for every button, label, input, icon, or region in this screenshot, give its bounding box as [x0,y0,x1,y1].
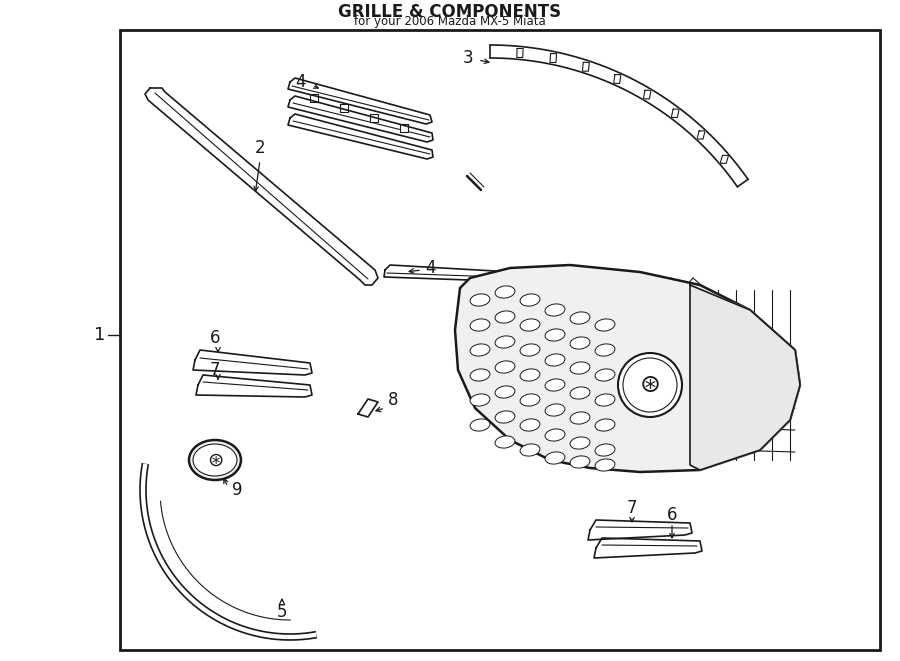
Text: 7: 7 [210,361,220,379]
Polygon shape [400,124,408,132]
Text: 4: 4 [425,259,436,277]
Ellipse shape [495,436,515,448]
Ellipse shape [545,329,565,341]
Polygon shape [582,62,590,71]
Polygon shape [370,114,378,122]
Text: 5: 5 [277,603,287,621]
Ellipse shape [595,419,615,431]
Polygon shape [720,155,728,163]
Polygon shape [196,375,312,397]
Ellipse shape [545,404,565,416]
Polygon shape [358,399,378,417]
Ellipse shape [570,437,590,449]
Text: 2: 2 [255,139,266,157]
Circle shape [623,358,677,412]
Bar [120,30,880,650]
Text: 6: 6 [667,506,677,524]
Ellipse shape [193,444,237,476]
Polygon shape [455,265,800,472]
Polygon shape [644,91,651,99]
Text: 7: 7 [626,499,637,517]
Text: ⊛: ⊛ [640,373,661,397]
Text: 1: 1 [94,326,105,344]
Ellipse shape [595,444,615,456]
Ellipse shape [520,319,540,331]
Polygon shape [594,538,702,558]
Text: 4: 4 [295,73,305,91]
Ellipse shape [570,337,590,349]
Text: 9: 9 [232,481,242,499]
Ellipse shape [520,369,540,381]
Ellipse shape [495,411,515,423]
Ellipse shape [470,419,490,431]
Polygon shape [671,109,680,118]
Ellipse shape [595,459,615,471]
Polygon shape [193,350,312,375]
Ellipse shape [570,312,590,324]
Polygon shape [517,48,523,58]
Ellipse shape [520,394,540,406]
Polygon shape [588,520,692,540]
Ellipse shape [595,344,615,356]
Polygon shape [550,54,556,63]
Polygon shape [288,114,433,159]
Ellipse shape [570,362,590,374]
Ellipse shape [545,304,565,316]
Ellipse shape [570,456,590,468]
Circle shape [618,353,682,417]
Ellipse shape [470,394,490,406]
Polygon shape [490,45,748,187]
Text: for your 2006 Mazda MX-5 Miata: for your 2006 Mazda MX-5 Miata [354,15,546,28]
Ellipse shape [495,311,515,323]
Polygon shape [697,131,705,139]
Ellipse shape [520,344,540,356]
Ellipse shape [189,440,241,480]
Ellipse shape [520,294,540,306]
Ellipse shape [545,354,565,366]
Polygon shape [690,285,800,470]
Polygon shape [310,94,318,102]
Text: 8: 8 [388,391,398,409]
Ellipse shape [470,294,490,306]
Ellipse shape [595,394,615,406]
Polygon shape [288,96,433,142]
Ellipse shape [495,361,515,373]
Ellipse shape [470,369,490,381]
Polygon shape [614,75,621,83]
Polygon shape [145,88,378,285]
Text: ⊛: ⊛ [207,451,223,469]
Text: 6: 6 [210,329,220,347]
Ellipse shape [545,379,565,391]
Polygon shape [288,78,432,124]
Polygon shape [384,265,531,282]
Polygon shape [340,104,348,112]
Ellipse shape [495,286,515,298]
Ellipse shape [495,386,515,398]
Text: GRILLE & COMPONENTS: GRILLE & COMPONENTS [338,3,562,21]
Ellipse shape [595,369,615,381]
Ellipse shape [470,319,490,331]
Ellipse shape [520,419,540,431]
Ellipse shape [495,336,515,348]
Ellipse shape [595,319,615,331]
Ellipse shape [570,387,590,399]
Ellipse shape [570,412,590,424]
Text: 3: 3 [463,49,473,67]
Ellipse shape [545,452,565,464]
Ellipse shape [470,344,490,356]
Ellipse shape [520,444,540,456]
Polygon shape [140,464,316,640]
Ellipse shape [545,429,565,441]
